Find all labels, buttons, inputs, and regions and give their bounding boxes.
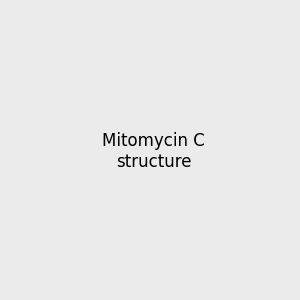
Text: Mitomycin C
structure: Mitomycin C structure (102, 132, 205, 171)
